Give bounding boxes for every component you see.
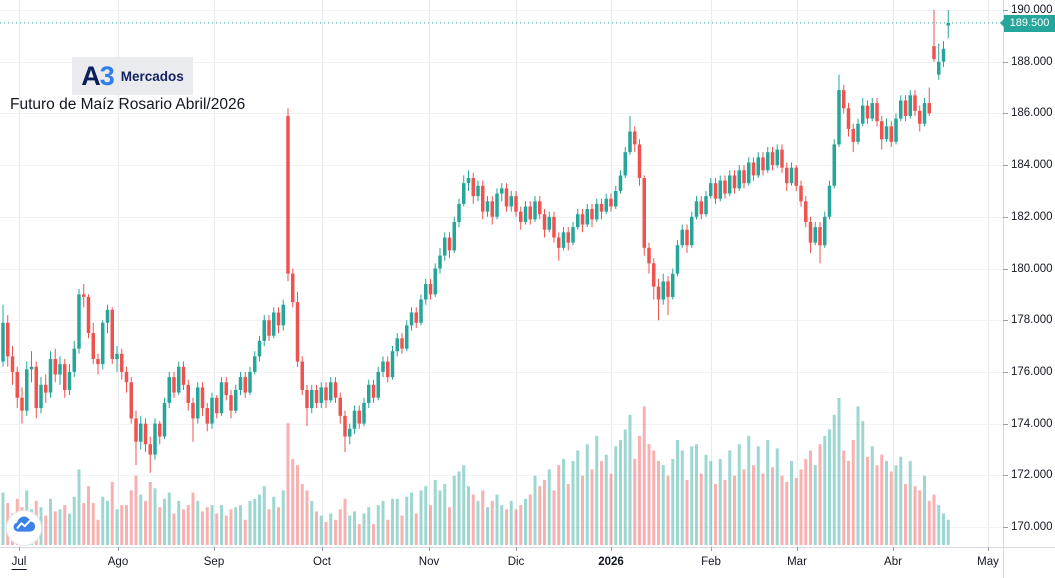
time-axis-label: Feb (701, 556, 721, 568)
price-tick-label: 170.000 (1011, 521, 1053, 533)
grid (0, 0, 1003, 547)
logo-text-mercados: Mercados (120, 68, 184, 84)
time-axis-label: Jul (11, 556, 27, 570)
chart-watermark-logo[interactable] (6, 510, 42, 546)
a3-mercados-logo: A 3 Mercados (72, 57, 193, 95)
price-tick-label: 174.000 (1011, 417, 1053, 430)
price-tick-label: 178.000 (1011, 314, 1053, 327)
candlestick-series (1, 10, 950, 473)
chart-title: Futuro de Maíz Rosario Abril/2026 (10, 96, 246, 113)
price-tick-label: 182.000 (1011, 210, 1053, 223)
volume-series (1, 398, 950, 545)
time-axis-label: Dic (507, 556, 525, 568)
price-tick-label: 172.000 (1011, 469, 1053, 482)
price-tick-label: 184.000 (1011, 159, 1053, 172)
time-axis-label: Mar (787, 556, 807, 568)
logo-text-a: A (81, 60, 100, 91)
time-axis[interactable]: Jul Ago Sep Oct Nov Dic 2026 Feb Mar Abr… (0, 548, 1003, 578)
price-axis[interactable]: 190.000 188.000 186.000 184.000 182.000 … (1000, 0, 1055, 578)
cloud-chart-icon (11, 513, 37, 544)
last-price-badge: 189.500 (1000, 14, 1055, 32)
time-axis-label: May (977, 556, 999, 568)
time-axis-label: Abr (884, 556, 902, 568)
price-tick-label: 176.000 (1011, 365, 1053, 378)
price-tick-label: 180.000 (1011, 262, 1053, 275)
time-axis-label: Sep (203, 556, 225, 568)
time-axis-label: Oct (313, 556, 331, 568)
price-tick-label: 188.000 (1011, 55, 1053, 68)
time-axis-label: Ago (107, 556, 129, 568)
price-tick-label: 190.000 (1011, 4, 1053, 16)
logo-text-3: 3 (99, 60, 115, 91)
time-axis-label: 2026 (598, 556, 624, 568)
time-axis-label: Nov (418, 556, 440, 568)
price-tick-label: 186.000 (1011, 107, 1053, 120)
